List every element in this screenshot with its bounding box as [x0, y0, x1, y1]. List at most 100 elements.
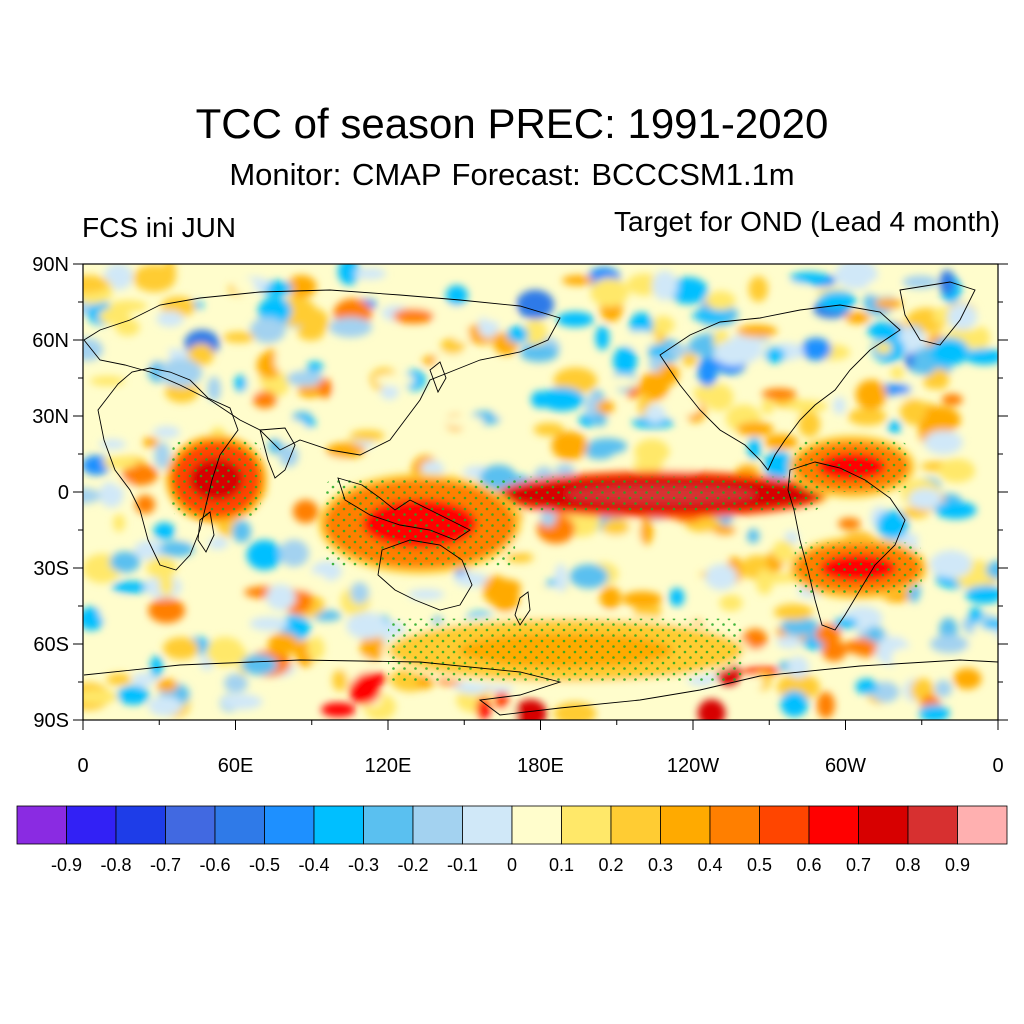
field-patch	[875, 341, 893, 355]
stipple-region	[502, 476, 821, 513]
colorbar-label: 0.2	[598, 855, 623, 875]
field-patch	[111, 396, 154, 424]
stipple-region	[324, 479, 516, 568]
field-patch	[866, 626, 883, 644]
field-patch	[801, 337, 832, 361]
colorbar-label: 0.9	[945, 855, 970, 875]
lat-label: 30S	[33, 558, 69, 580]
field-patch	[360, 633, 385, 662]
field-patch	[178, 530, 215, 543]
field-patch	[624, 330, 657, 348]
field-patch	[835, 264, 878, 290]
field-patch	[554, 563, 568, 593]
field-patch	[443, 415, 485, 428]
field-patch	[336, 378, 366, 404]
field-patch	[206, 636, 244, 667]
field-patch	[596, 400, 615, 415]
lon-label: 180E	[517, 755, 564, 777]
field-patch	[317, 378, 333, 399]
field-patch	[595, 325, 610, 351]
field-patch	[159, 540, 195, 557]
field-patch	[606, 699, 647, 720]
field-patch	[639, 518, 653, 545]
field-patch	[102, 456, 138, 469]
field-patch	[964, 264, 998, 279]
colorbar-label: -0.3	[348, 855, 379, 875]
lat-label: 90S	[33, 710, 69, 732]
field-patch	[421, 460, 444, 477]
stipple-region	[794, 542, 922, 594]
colorbar-box	[412, 805, 463, 845]
field-patch	[133, 540, 167, 561]
colorbar-label: 0	[507, 855, 517, 875]
field-patch	[780, 690, 809, 718]
field-patch	[83, 689, 118, 704]
field-patch	[965, 585, 998, 604]
colorbar-label: 0.8	[895, 855, 920, 875]
field-patch	[755, 569, 774, 595]
field-patch	[601, 518, 630, 536]
significance-stippling	[171, 441, 922, 682]
field-patch	[506, 325, 529, 343]
field-patch	[787, 656, 809, 679]
field-patch	[99, 481, 124, 508]
field-patch	[968, 607, 983, 625]
field-patch	[569, 564, 609, 589]
initialization-label: FCS ini JUN	[82, 212, 237, 243]
colorbar-box	[759, 805, 810, 845]
field-patch	[697, 356, 718, 387]
field-patch	[349, 430, 385, 442]
field-patch	[924, 430, 963, 455]
field-patch	[89, 375, 126, 386]
field-patch	[132, 672, 156, 687]
field-patch	[233, 278, 256, 295]
lon-label: 0	[992, 755, 1003, 777]
field-patch	[533, 422, 565, 437]
field-patch	[844, 311, 871, 324]
field-patch	[292, 499, 319, 524]
field-patch	[561, 275, 594, 286]
field-patch	[818, 290, 857, 311]
field-patch	[590, 277, 629, 307]
field-patch	[514, 699, 547, 720]
field-patch	[286, 275, 317, 299]
field-patch	[268, 438, 283, 454]
field-patch	[108, 300, 148, 312]
field-patch	[821, 639, 847, 662]
field-patch	[346, 612, 387, 640]
colorbar-box	[363, 805, 414, 845]
field-patch	[747, 437, 762, 460]
field-patch	[749, 675, 764, 690]
field-patch	[551, 431, 589, 461]
colorbar-box	[165, 805, 216, 845]
colorbar-box	[610, 805, 661, 845]
field-patch	[115, 319, 140, 336]
field-patch	[855, 379, 887, 410]
colorbar-box	[115, 805, 166, 845]
field-patch	[882, 383, 912, 395]
field-patch	[407, 589, 445, 600]
field-patch	[980, 619, 998, 631]
field-patch	[519, 344, 559, 363]
field-patch	[83, 275, 109, 294]
field-patch	[805, 381, 840, 400]
field-patch	[279, 539, 309, 567]
field-patch	[763, 450, 794, 480]
lat-label: 90N	[32, 254, 69, 276]
field-patch	[494, 690, 509, 710]
lat-label: 0	[58, 482, 69, 504]
field-patch	[266, 584, 296, 611]
field-patch	[556, 311, 595, 328]
field-patch	[586, 438, 628, 455]
field-patch	[681, 352, 698, 367]
field-patch	[887, 420, 902, 434]
field-patch	[221, 694, 263, 710]
colorbar-label: -0.7	[150, 855, 181, 875]
colorbar-label: 0.7	[846, 855, 871, 875]
field-patch	[719, 594, 743, 612]
field-patch	[279, 444, 299, 468]
field-patch	[354, 267, 387, 280]
field-patch	[337, 264, 360, 285]
field-patch	[207, 376, 221, 402]
